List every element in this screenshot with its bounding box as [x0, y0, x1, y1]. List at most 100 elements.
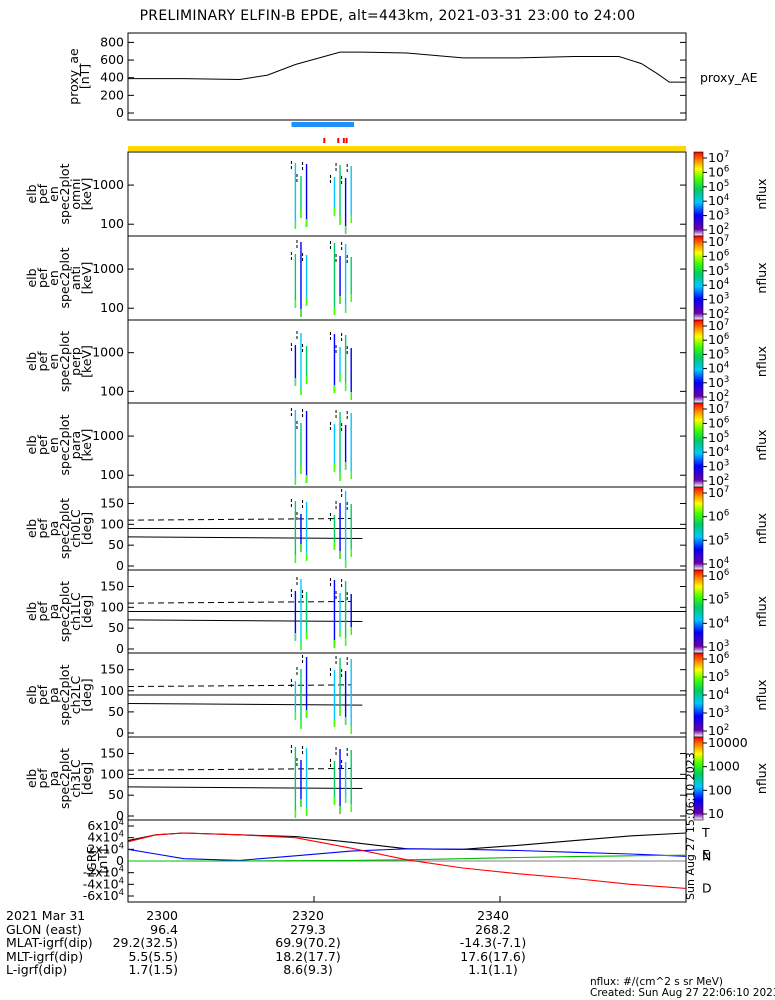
- elb-pef-pa-spec2plot-ch1LC-colorbar-tick-label: 106: [708, 568, 729, 583]
- elb-pef-en-spec2plot-para-colorbar-tick-label: 106: [708, 415, 729, 430]
- elb-pef-en-spec2plot-perp-colorbar-tick-label: 106: [708, 332, 729, 347]
- xaxis-row-value: 2320: [292, 908, 324, 923]
- elb-pef-en-spec2plot-para-colorbar-tick-label: 107: [708, 401, 729, 416]
- elb-pef-pa-spec2plot-ch1LC-colorbar-tick-label: 103: [708, 639, 729, 654]
- xaxis-row-value: 1.1(1.1): [468, 962, 518, 978]
- elb-pef-en-spec2plot-anti-colorbar-tick-label: 106: [708, 248, 729, 263]
- elb-pef-en-spec2plot-perp-colorbar: [693, 319, 704, 404]
- elb-pef-pa-spec2plot-ch3LC-colorbar-tick-label: 10: [708, 806, 724, 821]
- xaxis-row-value: 29.2(32.5): [112, 935, 178, 951]
- proxy-ae-ylabel-line: [nT]: [77, 64, 92, 89]
- igrf-ylabel: IGRF[nT]: [84, 846, 110, 875]
- elb-pef-pa-spec2plot-ch1LC-losscone-line: [127, 619, 363, 622]
- igrf-legend-E: E: [702, 847, 710, 862]
- elb-pef-pa-spec2plot-ch0LC-colorbar-label: nflux: [754, 513, 769, 544]
- elb-pef-pa-spec2plot-ch2LC-ylabel-line: [deg]: [79, 678, 94, 711]
- orbit-tick: [323, 138, 326, 143]
- elb-pef-en-spec2plot-omni-colorbar-tick-label: 107: [708, 150, 729, 165]
- elb-pef-pa-spec2plot-ch2LC-ylabel-line: pa: [46, 687, 61, 703]
- elb-pef-en-spec2plot-perp-ylabel-line: spec2plot: [57, 331, 72, 392]
- elb-pef-pa-spec2plot-ch2LC-ylabel-line: spec2plot: [57, 664, 72, 725]
- science-zone-bar: [291, 122, 354, 127]
- xaxis-row-label: GLON (east): [6, 921, 82, 937]
- elb-pef-en-spec2plot-perp-colorbar-tick-label: 107: [708, 318, 729, 333]
- proxy-ae-ytick-label: 0: [116, 105, 124, 120]
- elb-pef-pa-spec2plot-ch3LC-ylabel-line: elb: [24, 769, 39, 788]
- igrf-series-D: [127, 832, 687, 889]
- elb-pef-en-spec2plot-omni-ylabel-line: omni: [68, 178, 83, 209]
- elb-pef-en-spec2plot-anti-colorbar-tick-label: 103: [708, 292, 729, 307]
- elb-pef-pa-spec2plot-ch3LC-ylabel-line: [deg]: [79, 762, 94, 795]
- elb-pef-en-spec2plot-omni-frame: [127, 151, 687, 237]
- elb-pef-en-spec2plot-para-ylabel-line: spec2plot: [57, 414, 72, 475]
- elb-pef-pa-spec2plot-ch0LC-antilosscone-line: [127, 518, 352, 521]
- elb-pef-pa-spec2plot-ch1LC-colorbar-tick-label: 104: [708, 615, 729, 630]
- elb-pef-en-spec2plot-para-ylabel-line: pef: [35, 434, 50, 455]
- elb-pef-en-spec2plot-anti-ylabel-line: anti: [68, 266, 83, 290]
- xaxis-row-label: MLAT-igrf(dip): [6, 935, 93, 951]
- elb-pef-pa-spec2plot-ch0LC-ytick-label: 100: [100, 516, 124, 531]
- elb-pef-pa-spec2plot-ch2LC-colorbar-tick-label: 102: [708, 723, 729, 738]
- xaxis-row-value: 17.6(17.6): [460, 948, 526, 964]
- elb-pef-pa-spec2plot-ch1LC-ytick-label: 100: [100, 599, 124, 614]
- elb-pef-en-spec2plot-omni-ylabel-line: spec2plot: [57, 163, 72, 224]
- elb-pef-en-spec2plot-perp-colorbar-tick-label: 104: [708, 361, 729, 376]
- xaxis-row-value: 96.4: [150, 921, 178, 937]
- elb-pef-pa-spec2plot-ch2LC-ytick-label: 150: [100, 662, 124, 677]
- elb-pef-en-spec2plot-omni-ylabel-line: elb: [24, 184, 39, 203]
- elb-pef-pa-spec2plot-ch3LC-ytick-label: 50: [108, 787, 124, 802]
- xaxis-row-value: 18.2(17.7): [275, 948, 341, 964]
- elb-pef-pa-spec2plot-ch2LC-losscone-line: [127, 702, 363, 706]
- xaxis-row-value: 2300: [146, 908, 178, 923]
- elb-pef-pa-spec2plot-ch0LC-losscone-line: [127, 536, 363, 539]
- igrf-ylabel-line: IGRF: [84, 846, 99, 875]
- elb-pef-pa-spec2plot-ch3LC-colorbar-tick-label: 10000: [708, 735, 748, 750]
- elb-pef-pa-spec2plot-ch1LC-ylabel-line: [deg]: [79, 595, 94, 628]
- elb-pef-pa-spec2plot-ch1LC-ytick-label: 150: [100, 579, 124, 594]
- elb-pef-pa-spec2plot-ch0LC-colorbar-label-text: nflux: [754, 513, 769, 544]
- elb-pef-en-spec2plot-para-colorbar-tick-label: 103: [708, 459, 729, 474]
- elb-pef-pa-spec2plot-ch0LC-ylabel-line: ch0LC: [68, 509, 83, 548]
- igrf-ytick-label: -6x104: [83, 888, 124, 903]
- igrf-ytick-label: -4x104: [83, 876, 124, 891]
- elb-pef-en-spec2plot-perp-ylabel-line: [keV]: [79, 345, 94, 378]
- igrf-legend-T: T: [701, 825, 710, 840]
- elb-pef-en-spec2plot-para-colorbar-tick-label: 102: [708, 473, 729, 488]
- elb-pef-pa-spec2plot-ch2LC-ytick-label: 50: [108, 704, 124, 719]
- elb-pef-en-spec2plot-para-ytick-label: 1000: [92, 428, 124, 443]
- elb-pef-en-spec2plot-para-ylabel-line: [keV]: [79, 429, 94, 462]
- orbit-tick: [337, 138, 340, 143]
- elb-pef-pa-spec2plot-ch2LC-ytick-label: 0: [116, 725, 124, 740]
- elb-pef-pa-spec2plot-ch3LC-ylabel-line: ch3LC: [68, 759, 83, 798]
- proxy-ae-ytick-label: 200: [100, 87, 124, 102]
- elb-pef-pa-spec2plot-ch0LC-colorbar-tick-label: 104: [708, 556, 729, 571]
- elb-pef-pa-spec2plot-ch3LC-antilosscone-line: [127, 768, 352, 771]
- elb-pef-en-spec2plot-omni-colorbar-tick-label: 103: [708, 208, 729, 223]
- xaxis-row-label: MLT-igrf(dip): [6, 948, 84, 964]
- igrf-legend-D: D: [702, 880, 712, 895]
- elb-pef-pa-spec2plot-ch1LC-antilosscone-line: [127, 601, 352, 604]
- proxy-ae-ytick-label: 600: [100, 52, 124, 67]
- elb-pef-pa-spec2plot-ch2LC-antilosscone-line: [127, 684, 352, 688]
- elb-pef-pa-spec2plot-ch0LC-ylabel-line: pa: [46, 521, 61, 537]
- xaxis-row-value: 268.2: [475, 921, 511, 937]
- elb-pef-en-spec2plot-anti-ytick-label: 1000: [92, 261, 124, 276]
- elb-pef-en-spec2plot-omni-ytick-label: 1000: [92, 177, 124, 192]
- side-stamp: Sun Aug 27 15:06:10 2023: [684, 752, 697, 900]
- elb-pef-pa-spec2plot-ch0LC-colorbar: [693, 486, 704, 571]
- elb-pef-pa-spec2plot-ch3LC-ylabel-line: pa: [46, 771, 61, 787]
- elb-pef-en-spec2plot-perp-ylabel-line: en: [46, 354, 61, 370]
- elb-pef-en-spec2plot-omni-colorbar-label-text: nflux: [754, 178, 769, 209]
- xaxis-row-value: 69.9(70.2): [275, 935, 341, 951]
- elb-pef-pa-spec2plot-ch2LC-colorbar-tick-label: 106: [708, 651, 729, 666]
- elb-pef-en-spec2plot-omni-colorbar-tick-label: 102: [708, 222, 729, 237]
- elb-pef-pa-spec2plot-ch1LC-ylabel-line: pef: [35, 601, 50, 622]
- elb-pef-en-spec2plot-perp-frame: [127, 319, 687, 404]
- elb-pef-pa-spec2plot-ch2LC-ylabel-line: pef: [35, 684, 50, 705]
- elb-pef-pa-spec2plot-ch2LC-ytick-label: 100: [100, 683, 124, 698]
- elb-pef-en-spec2plot-anti-colorbar-label: nflux: [754, 262, 769, 293]
